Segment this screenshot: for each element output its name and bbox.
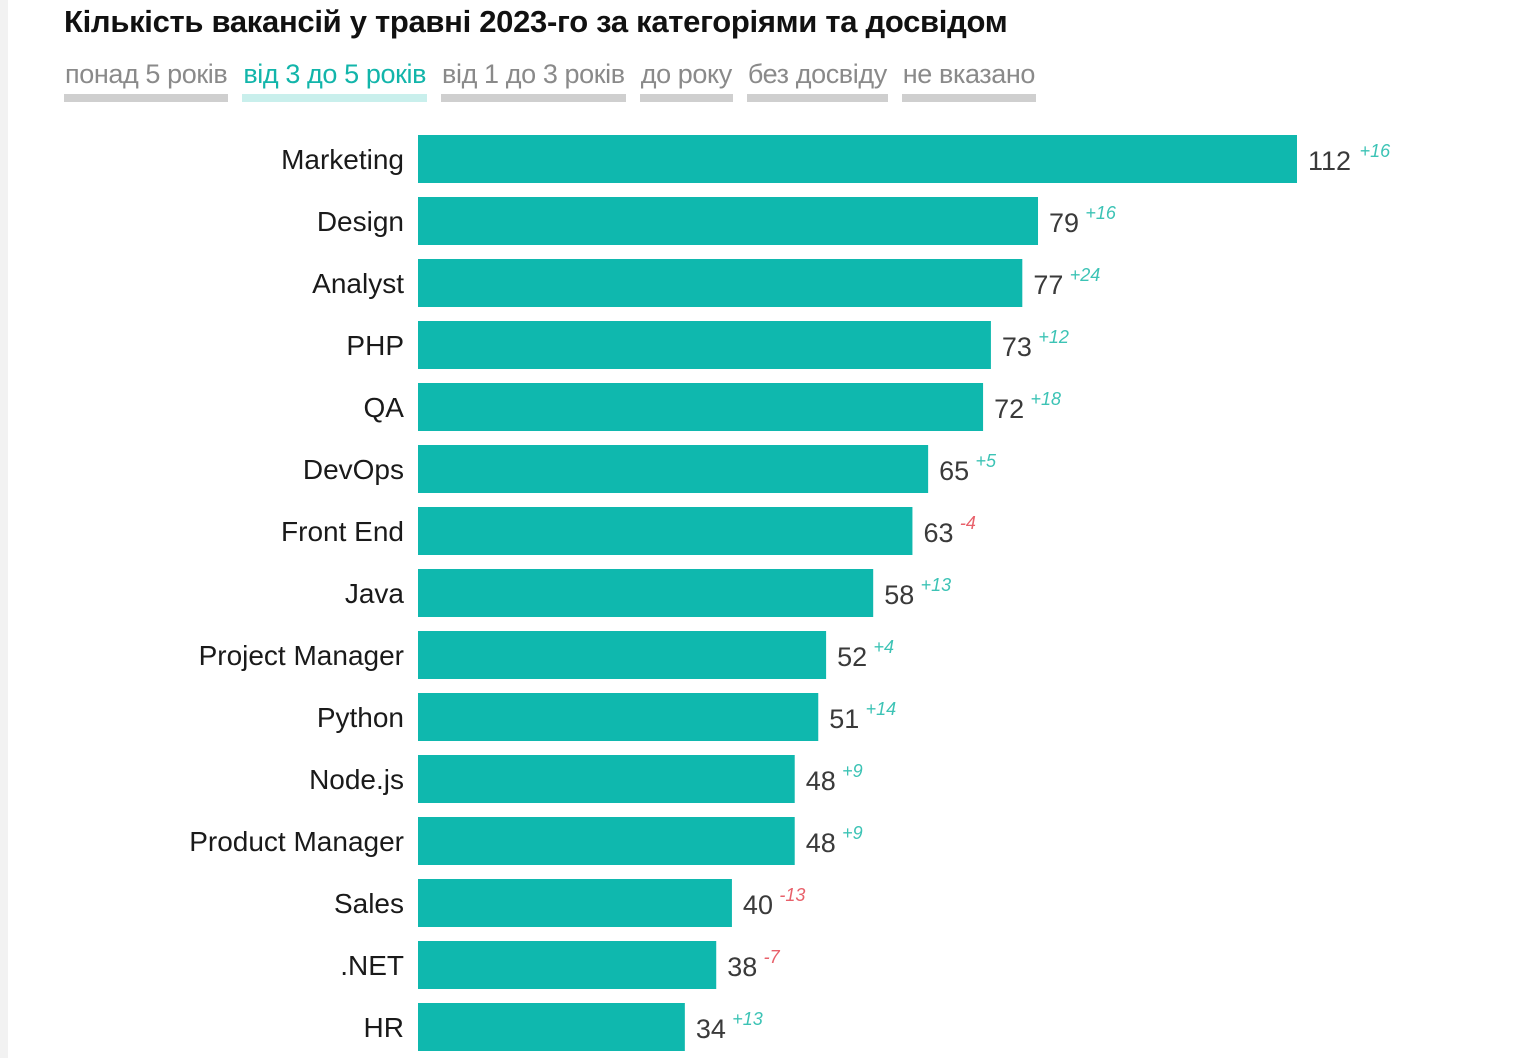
value-label: 38 [727,952,757,982]
delta-label: +13 [732,1009,763,1029]
tab-no-experience[interactable]: без досвіду [746,58,888,102]
category-label: Java [345,578,405,609]
delta-label: -4 [960,513,976,533]
bar [418,135,1297,183]
tab-1-to-3-years[interactable]: від 1 до 3 років [441,58,626,102]
category-label: Python [317,702,404,733]
delta-label: -7 [764,947,781,967]
category-label: Product Manager [189,826,404,857]
category-label: Analyst [312,268,404,299]
category-label: Sales [334,888,404,919]
delta-label: +9 [842,761,863,781]
delta-label: -13 [779,885,805,905]
delta-label: +16 [1360,141,1392,161]
bar [418,507,913,555]
delta-label: +13 [921,575,952,595]
category-label: Marketing [281,144,404,175]
category-label: Front End [281,516,404,547]
tab-3-to-5-years[interactable]: від 3 до 5 років [242,58,428,102]
delta-label: +4 [874,637,895,657]
delta-label: +24 [1070,265,1101,285]
bar [418,879,732,927]
delta-label: +14 [866,699,897,719]
bar [418,941,717,989]
category-label: DevOps [303,454,404,485]
value-label: 112 [1308,146,1351,176]
bar [418,445,929,493]
delta-label: +9 [842,823,863,843]
delta-label: +5 [976,451,998,471]
value-label: 77 [1033,270,1063,300]
chart-title: Кількість вакансій у травні 2023-го за к… [64,4,1008,39]
value-label: 73 [1002,332,1032,362]
value-label: 79 [1049,208,1079,238]
delta-label: +12 [1038,327,1069,347]
bar [418,693,819,741]
delta-label: +16 [1085,203,1117,223]
category-label: Project Manager [199,640,404,671]
delta-label: +18 [1030,389,1061,409]
value-label: 48 [806,828,836,858]
category-label: PHP [346,330,404,361]
bar [418,817,795,865]
value-label: 52 [837,642,867,672]
category-label: QA [364,392,405,423]
tab-under-1-year[interactable]: до року [639,58,733,102]
bar [418,383,984,431]
bar [418,259,1023,307]
value-label: 34 [696,1014,726,1044]
tab-over-5-years[interactable]: понад 5 років [64,58,229,102]
value-label: 51 [829,704,859,734]
category-label: Node.js [309,764,404,795]
value-label: 58 [884,580,914,610]
bar [418,569,874,617]
tab-not-specified[interactable]: не вказано [901,58,1037,102]
category-label: Design [317,206,404,237]
experience-tabs: понад 5 років від 3 до 5 років від 1 до … [64,58,1037,102]
bar [418,197,1039,245]
category-label: HR [364,1012,404,1043]
bar [418,1003,685,1051]
bar [418,755,795,803]
bar [418,631,827,679]
value-label: 48 [806,766,836,796]
value-label: 40 [743,890,773,920]
value-label: 63 [923,518,953,548]
category-label: .NET [340,950,404,981]
value-label: 72 [994,394,1024,424]
left-edge-panel [0,0,8,1058]
value-label: 65 [939,456,969,486]
bar [418,321,991,369]
